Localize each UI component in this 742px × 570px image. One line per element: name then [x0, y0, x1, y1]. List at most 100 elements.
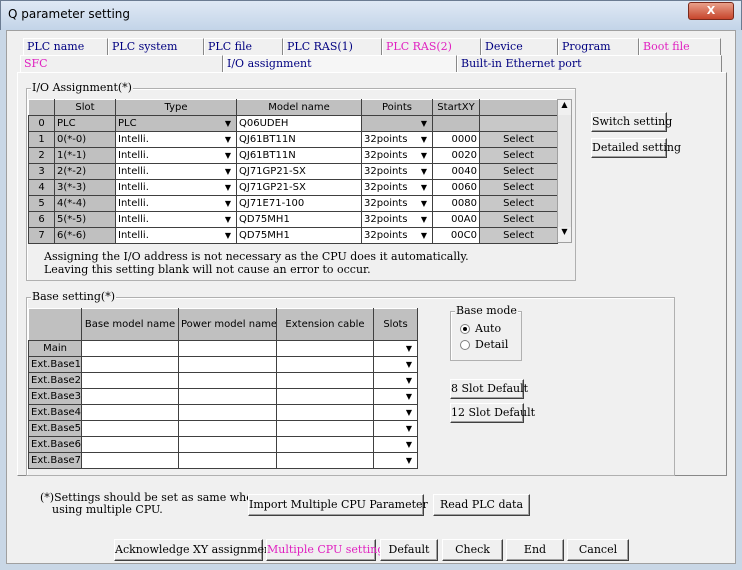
- chevron-down-icon[interactable]: ▼: [224, 183, 232, 192]
- tab-i-o-assignment[interactable]: I/O assignment: [223, 55, 457, 72]
- tab-program[interactable]: Program: [558, 38, 639, 55]
- select-button[interactable]: [479, 115, 558, 132]
- default-button[interactable]: Default: [380, 539, 438, 561]
- base-model-input[interactable]: [81, 388, 179, 405]
- type-dropdown[interactable]: Intelli. ▼: [115, 227, 237, 244]
- chevron-down-icon[interactable]: ▼: [405, 440, 413, 449]
- slots-dropdown[interactable]: ▼: [373, 436, 418, 453]
- io-scrollbar[interactable]: ▲ ▼: [557, 99, 572, 243]
- startxy-input[interactable]: [432, 115, 480, 132]
- tab-device[interactable]: Device: [481, 38, 558, 55]
- chevron-down-icon[interactable]: ▼: [420, 135, 428, 144]
- model-name-input[interactable]: QD75MH1: [236, 211, 362, 228]
- points-dropdown[interactable]: 32points ▼: [361, 227, 433, 244]
- extension-cable-input[interactable]: [276, 356, 374, 373]
- switch-setting-button[interactable]: Switch setting: [591, 112, 672, 132]
- power-model-input[interactable]: [178, 356, 277, 373]
- chevron-down-icon[interactable]: ▼: [224, 135, 232, 144]
- tab-plc-file[interactable]: PLC file: [204, 38, 283, 55]
- extension-cable-input[interactable]: [276, 404, 374, 421]
- slots-dropdown[interactable]: ▼: [373, 372, 418, 389]
- startxy-input[interactable]: 0060: [432, 179, 480, 196]
- extension-cable-input[interactable]: [276, 388, 374, 405]
- tab-plc-ras-2-[interactable]: PLC RAS(2): [382, 38, 481, 55]
- points-dropdown[interactable]: 32points ▼: [361, 163, 433, 180]
- base-model-input[interactable]: [81, 404, 179, 421]
- power-model-input[interactable]: [178, 420, 277, 437]
- radio-detail-icon[interactable]: [460, 340, 470, 350]
- tab-plc-system[interactable]: PLC system: [108, 38, 204, 55]
- power-model-input[interactable]: [178, 404, 277, 421]
- select-button[interactable]: Select: [479, 131, 558, 148]
- end-button[interactable]: End: [506, 539, 564, 561]
- chevron-down-icon[interactable]: ▼: [405, 376, 413, 385]
- chevron-down-icon[interactable]: ▼: [405, 456, 413, 465]
- slots-dropdown[interactable]: ▼: [373, 420, 418, 437]
- chevron-down-icon[interactable]: ▼: [420, 231, 428, 240]
- radio-detail[interactable]: Detail: [460, 338, 508, 351]
- 8-slot-default-button[interactable]: 8 Slot Default: [450, 379, 528, 399]
- startxy-input[interactable]: 0020: [432, 147, 480, 164]
- base-model-input[interactable]: [81, 436, 179, 453]
- model-name-input[interactable]: QJ71GP21-SX: [236, 163, 362, 180]
- radio-auto-icon[interactable]: [460, 324, 470, 334]
- chevron-down-icon[interactable]: ▼: [405, 344, 413, 353]
- extension-cable-input[interactable]: [276, 436, 374, 453]
- model-name-input[interactable]: QJ61BT11N: [236, 147, 362, 164]
- type-dropdown[interactable]: Intelli. ▼: [115, 163, 237, 180]
- close-button[interactable]: X: [688, 2, 734, 20]
- type-dropdown[interactable]: Intelli. ▼: [115, 211, 237, 228]
- base-model-input[interactable]: [81, 356, 179, 373]
- power-model-input[interactable]: [178, 372, 277, 389]
- extension-cable-input[interactable]: [276, 452, 374, 469]
- select-button[interactable]: Select: [479, 211, 558, 228]
- 12-slot-default-button[interactable]: 12 Slot Default: [450, 403, 535, 423]
- power-model-input[interactable]: [178, 436, 277, 453]
- extension-cable-input[interactable]: [276, 340, 374, 357]
- chevron-down-icon[interactable]: ▼: [224, 215, 232, 224]
- type-dropdown[interactable]: Intelli. ▼: [115, 195, 237, 212]
- select-button[interactable]: Select: [479, 163, 558, 180]
- startxy-input[interactable]: 0040: [432, 163, 480, 180]
- startxy-input[interactable]: 0080: [432, 195, 480, 212]
- cancel-button[interactable]: Cancel: [567, 539, 629, 561]
- slots-dropdown[interactable]: ▼: [373, 452, 418, 469]
- type-dropdown[interactable]: Intelli. ▼: [115, 147, 237, 164]
- chevron-down-icon[interactable]: ▼: [224, 119, 232, 128]
- model-name-input[interactable]: Q06UDEH: [236, 115, 362, 132]
- slots-dropdown[interactable]: ▼: [373, 404, 418, 421]
- chevron-down-icon[interactable]: ▼: [420, 199, 428, 208]
- select-button[interactable]: Select: [479, 147, 558, 164]
- chevron-down-icon[interactable]: ▼: [420, 151, 428, 160]
- scroll-up-icon[interactable]: ▲: [558, 100, 571, 115]
- chevron-down-icon[interactable]: ▼: [405, 360, 413, 369]
- model-name-input[interactable]: QJ71E71-100: [236, 195, 362, 212]
- type-dropdown[interactable]: PLC ▼: [115, 115, 237, 132]
- chevron-down-icon[interactable]: ▼: [224, 151, 232, 160]
- points-dropdown[interactable]: 32points ▼: [361, 179, 433, 196]
- type-dropdown[interactable]: Intelli. ▼: [115, 179, 237, 196]
- chevron-down-icon[interactable]: ▼: [224, 199, 232, 208]
- points-dropdown[interactable]: 32points ▼: [361, 147, 433, 164]
- chevron-down-icon[interactable]: ▼: [420, 183, 428, 192]
- tab-plc-name[interactable]: PLC name: [23, 38, 108, 55]
- startxy-input[interactable]: 0000: [432, 131, 480, 148]
- points-dropdown[interactable]: 32points ▼: [361, 211, 433, 228]
- radio-auto[interactable]: Auto: [460, 322, 501, 335]
- power-model-input[interactable]: [178, 388, 277, 405]
- select-button[interactable]: Select: [479, 179, 558, 196]
- startxy-input[interactable]: 00A0: [432, 211, 480, 228]
- points-dropdown[interactable]: 32points ▼: [361, 131, 433, 148]
- extension-cable-input[interactable]: [276, 420, 374, 437]
- select-button[interactable]: Select: [479, 227, 558, 244]
- model-name-input[interactable]: QD75MH1: [236, 227, 362, 244]
- power-model-input[interactable]: [178, 340, 277, 357]
- chevron-down-icon[interactable]: ▼: [420, 119, 428, 128]
- multiple-cpu-settings-button[interactable]: Multiple CPU settings: [266, 539, 390, 561]
- chevron-down-icon[interactable]: ▼: [405, 408, 413, 417]
- tab-plc-ras-1-[interactable]: PLC RAS(1): [283, 38, 382, 55]
- slots-dropdown[interactable]: ▼: [373, 388, 418, 405]
- base-model-input[interactable]: [81, 340, 179, 357]
- check-button[interactable]: Check: [442, 539, 503, 561]
- acknowledge-xy-button[interactable]: Acknowledge XY assignment: [114, 539, 276, 561]
